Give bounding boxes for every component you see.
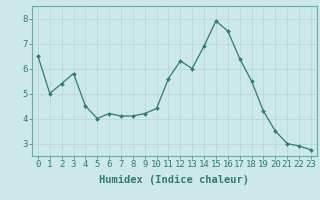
X-axis label: Humidex (Indice chaleur): Humidex (Indice chaleur): [100, 175, 249, 185]
